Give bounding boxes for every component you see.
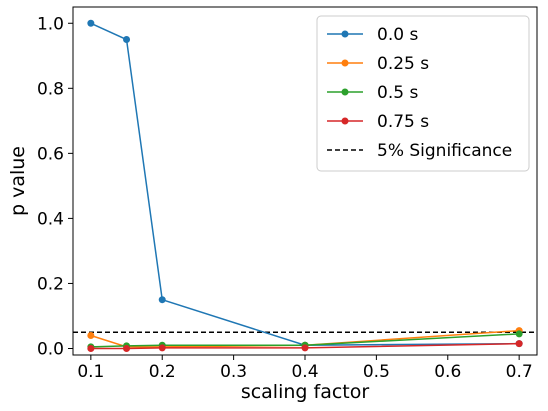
data-point-0-1 [123, 36, 131, 44]
data-point-0-0 [87, 19, 95, 27]
x-tick-label-6: 0.7 [506, 362, 533, 382]
data-point-3-0 [87, 344, 95, 352]
axes: 0.1 0.2 0.3 0.4 0.5 0.6 0.7 0.0 0.2 0.4 0.6 0.8 1.0 [37, 6, 538, 382]
legend-marker-2 [341, 88, 349, 96]
y-tick-label-3: 0.6 [37, 144, 64, 164]
data-point-3-4 [515, 340, 523, 348]
legend-label-3: 0.75 s [377, 112, 429, 132]
legend-label-1: 0.25 s [377, 54, 429, 74]
legend-marker-1 [341, 59, 349, 67]
y-tick-label-2: 0.4 [37, 209, 64, 229]
x-tick-label-0: 0.1 [77, 362, 104, 382]
data-point-0-2 [158, 296, 166, 304]
x-tick-label-2: 0.3 [220, 362, 247, 382]
legend-marker-0 [341, 30, 349, 38]
x-tick-label-3: 0.4 [291, 362, 318, 382]
data-point-3-2 [158, 344, 166, 352]
legend-label-4: 5% Significance [377, 141, 512, 161]
data-point-3-1 [123, 344, 131, 352]
y-axis-label: p value [7, 146, 29, 216]
y-tick-label-0: 0.0 [37, 339, 64, 359]
data-point-2-4 [515, 330, 523, 338]
x-tick-label-1: 0.2 [149, 362, 176, 382]
legend-label-2: 0.5 s [377, 83, 418, 103]
x-tick-label-4: 0.5 [363, 362, 390, 382]
plot-area [73, 19, 537, 352]
legend: 0.0 s 0.25 s 0.5 s 0.75 s 5% Significance [316, 15, 530, 172]
legend-label-0: 0.0 s [377, 25, 418, 45]
legend-marker-3 [341, 117, 349, 125]
x-axis-label: scaling factor [241, 381, 370, 403]
y-tick-label-4: 0.8 [37, 79, 64, 99]
y-tick-label-5: 1.0 [37, 14, 64, 34]
y-tick-label-1: 0.2 [37, 274, 64, 294]
data-point-1-0 [87, 331, 95, 339]
x-tick-label-5: 0.6 [434, 362, 461, 382]
data-point-3-3 [301, 344, 309, 352]
legend-box [316, 15, 530, 172]
